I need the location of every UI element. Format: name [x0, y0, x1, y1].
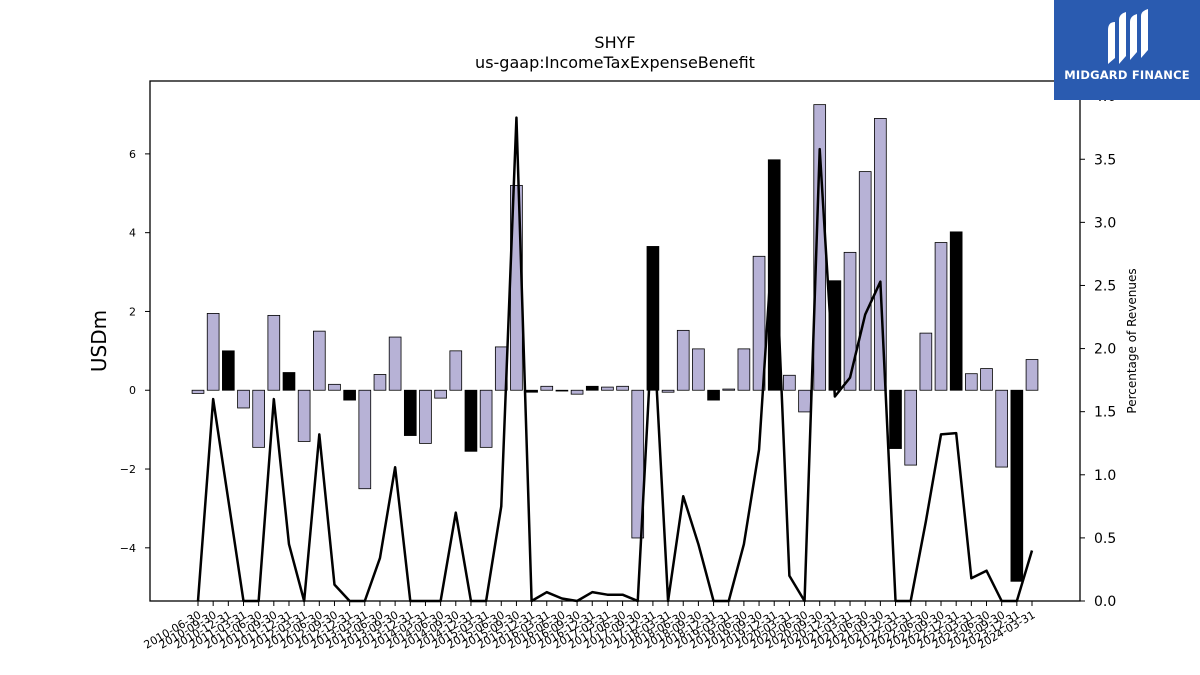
y2-tick-label: 1.5	[1094, 405, 1116, 421]
bar-2020-03-31	[783, 374, 796, 391]
bar-2015-12-31	[525, 389, 538, 393]
y-tick-label: 4	[129, 227, 136, 240]
bar-2010-12-31	[222, 350, 235, 391]
chart-subtitle: us-gaap:IncomeTaxExpenseBenefit	[475, 53, 755, 72]
bar-2019-12-31	[767, 159, 781, 391]
bar-2017-03-31	[601, 386, 614, 391]
y2-tick-label: 3.0	[1094, 215, 1116, 231]
bar-2014-06-30	[434, 389, 447, 399]
bar-2016-03-31	[540, 385, 554, 391]
y2-tick-label: 2.5	[1094, 278, 1116, 294]
bar-2022-09-30	[934, 242, 948, 391]
x-axis: 2010-06-302010-09-302010-12-312011-03-31…	[142, 601, 1038, 652]
y-tick-label: −2	[120, 463, 136, 476]
bar-2012-06-30	[312, 330, 326, 391]
y-tick-label: −4	[120, 542, 136, 555]
midgard-logo-icon	[1108, 9, 1148, 64]
bar-2022-06-30	[919, 332, 933, 391]
bar-2010-06-30	[191, 389, 205, 394]
y2-tick-label: 1.0	[1094, 468, 1116, 484]
bar-2018-09-30	[692, 348, 705, 391]
y-axis-label: USDm	[87, 310, 111, 372]
bar-2011-06-30	[252, 389, 265, 448]
y2-tick-label: 3.5	[1094, 152, 1116, 168]
bar-2019-03-31	[722, 388, 736, 391]
bar-2018-03-31	[661, 389, 675, 393]
y2-tick-label: 0.0	[1094, 594, 1116, 610]
bar-2011-09-30	[267, 314, 281, 391]
y2-tick-label: 2.0	[1094, 342, 1116, 358]
bar-2013-12-31	[403, 389, 417, 436]
bar-2023-12-31	[1010, 389, 1024, 582]
bar-2012-12-31	[343, 389, 356, 401]
bar-2018-12-31	[707, 389, 720, 401]
bar-2015-03-31	[479, 389, 493, 448]
bar-2021-09-30	[874, 118, 887, 391]
bar-2020-06-30	[798, 389, 811, 413]
bar-2016-09-30	[570, 389, 584, 395]
bar-2014-12-31	[464, 389, 478, 452]
line-layer	[196, 116, 1034, 603]
bar-2011-12-31	[282, 372, 296, 391]
logo: MIDGARD FINANCE	[1054, 0, 1200, 100]
logo-text: MIDGARD FINANCE	[1064, 68, 1190, 82]
bar-2023-06-30	[980, 368, 993, 391]
y2-tick-label: 0.5	[1094, 531, 1116, 547]
bar-2021-12-31	[889, 389, 902, 449]
bar-2022-03-31	[904, 389, 918, 466]
bar-2013-06-30	[373, 374, 387, 391]
y-tick-label: 2	[129, 305, 136, 318]
bar-2013-09-30	[388, 336, 402, 391]
bar-2019-09-30	[752, 255, 766, 391]
bar-2023-09-30	[995, 389, 1008, 468]
y-axis-left: −4 −2 0 2 4 6	[120, 148, 150, 555]
bar-2024-03-31	[1025, 359, 1039, 391]
bar-2016-06-30	[555, 389, 569, 392]
bar-2014-03-31	[419, 389, 432, 444]
bar-2013-03-31	[358, 389, 372, 490]
bar-2011-03-31	[237, 389, 250, 409]
bar-2016-12-31	[585, 385, 599, 391]
bar-2012-09-30	[328, 383, 341, 391]
bar-2010-09-30	[206, 313, 220, 391]
bar-2012-03-31	[297, 389, 311, 442]
bar-2019-06-30	[737, 348, 751, 391]
bar-2017-06-30	[616, 385, 629, 391]
y-axis-right: 0.00.51.01.52.02.53.03.54.0	[1080, 89, 1116, 610]
bar-2017-09-30	[631, 389, 645, 539]
plot-frame	[149, 80, 1081, 602]
pct-revenues-line	[196, 116, 1034, 603]
bar-2014-09-30	[449, 350, 463, 391]
chart-title: SHYF	[594, 33, 635, 52]
y-tick-label: 0	[129, 384, 136, 397]
bar-2022-12-31	[949, 231, 963, 391]
bar-2021-06-30	[858, 171, 872, 391]
bar-2023-03-31	[965, 373, 978, 391]
bar-2021-03-31	[843, 251, 857, 391]
y2-axis-label: Percentage of Revenues	[1125, 268, 1139, 413]
bar-2018-06-30	[676, 329, 690, 391]
y-tick-label: 6	[129, 148, 136, 161]
bars-group	[191, 104, 1039, 582]
